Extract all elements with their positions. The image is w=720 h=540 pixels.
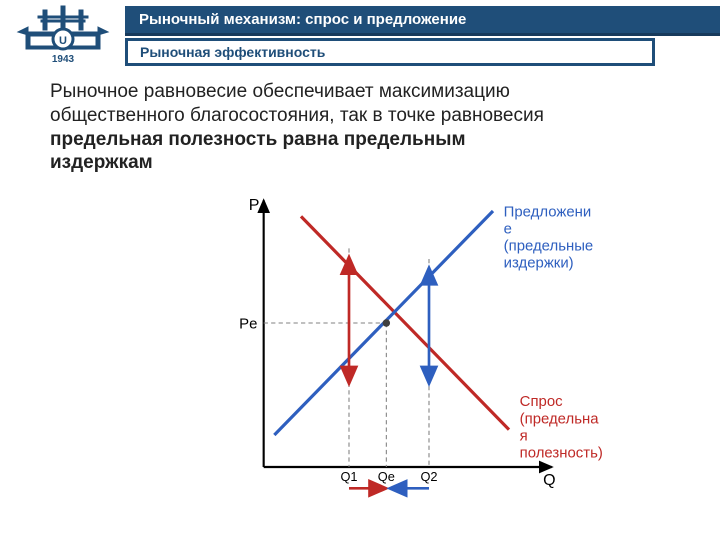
slide-title: Рыночный механизм: спрос и предложение [125,6,720,36]
Qe-label: Qe [378,469,395,484]
supply-label: Предложени е (предельные издержки) [504,203,598,271]
supply-demand-chart: P Q Pe Q1 Qe Q2 Предложени е (предельные… [180,195,710,515]
Q1-label: Q1 [340,469,357,484]
slide-subtitle: Рыночная эффективность [125,38,655,66]
text-line-3: предельная полезность равна предельным [50,129,466,150]
Pe-label: Pe [239,315,257,332]
svg-text:U: U [59,35,67,47]
axis-Q-label: Q [543,472,555,489]
text-line-4: издержкам [50,152,153,173]
Q2-label: Q2 [420,469,437,484]
main-text: Рыночное равновесие обеспечивает максими… [50,80,680,175]
logo-year: 1943 [52,54,75,64]
demand-label: Спрос (предельна я полезность) [520,393,603,461]
axis-P-label: P [249,197,260,214]
text-line-2: общественного благосостояния, так в точк… [50,105,544,126]
text-line-1: Рыночное равновесие обеспечивает максими… [50,81,510,102]
university-logo: U 1943 [8,2,118,64]
